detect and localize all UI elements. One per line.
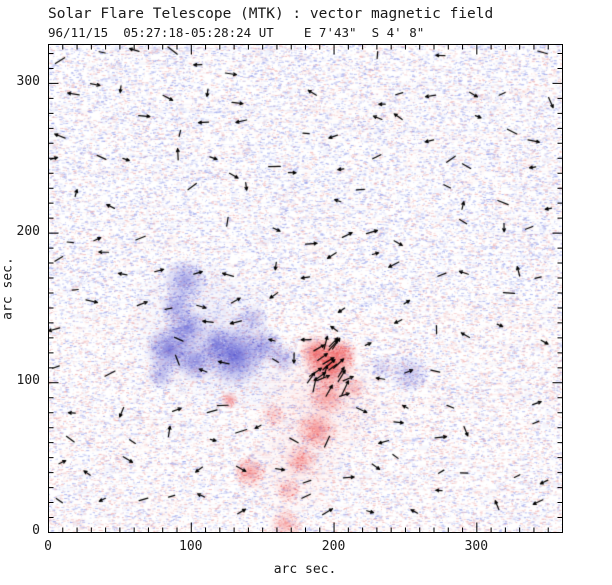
y-tick-label: 0 <box>32 523 40 538</box>
magnetogram-field-image <box>48 44 562 532</box>
plot-subtitle: 96/11/15 05:27:18-05:28:24 UT E 7'43" S … <box>48 25 425 40</box>
x-tick-label: 0 <box>44 539 52 554</box>
y-tick-label: 300 <box>16 73 40 89</box>
y-tick-label: 100 <box>16 373 40 389</box>
plot-title: Solar Flare Telescope (MTK) : vector mag… <box>48 6 494 22</box>
y-tick-label: 200 <box>16 223 40 239</box>
x-axis-label: arc sec. <box>273 562 337 577</box>
x-tick-label: 200 <box>321 539 346 554</box>
x-tick-label: 100 <box>179 539 203 554</box>
x-tick-label: 300 <box>464 539 489 554</box>
y-axis-label: arc sec. <box>0 257 16 320</box>
